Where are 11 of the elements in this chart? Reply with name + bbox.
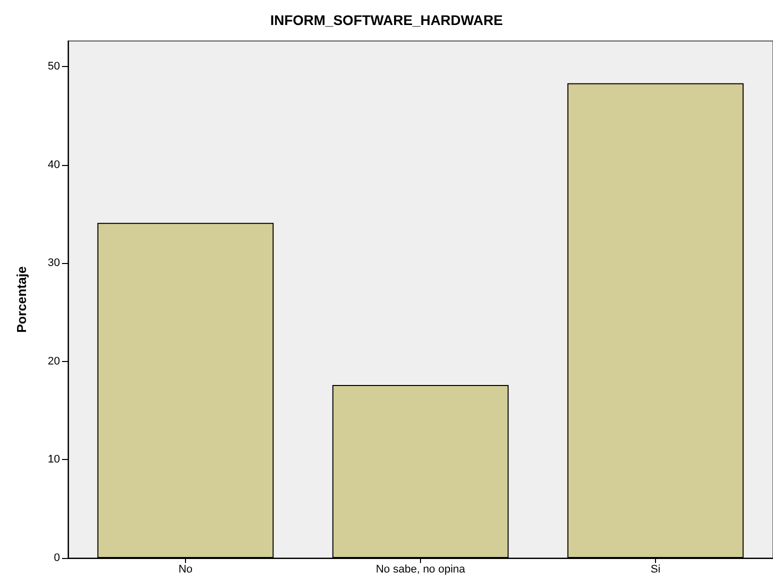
y-tick-label: 50 <box>48 60 60 73</box>
chart-title: INFORM_SOFTWARE_HARDWARE <box>270 12 503 28</box>
y-tick-label: 40 <box>48 158 60 171</box>
x-tick-label: No <box>178 564 193 576</box>
y-axis-title: Porcentaje <box>14 266 29 333</box>
x-tick-label: Si <box>650 564 660 576</box>
x-tick-label: No sabe, no opina <box>376 564 466 576</box>
y-tick-label: 30 <box>48 257 60 270</box>
y-tick-label: 10 <box>48 454 60 466</box>
y-tick-label: 0 <box>54 552 60 564</box>
y-tick-label: 20 <box>48 355 60 368</box>
